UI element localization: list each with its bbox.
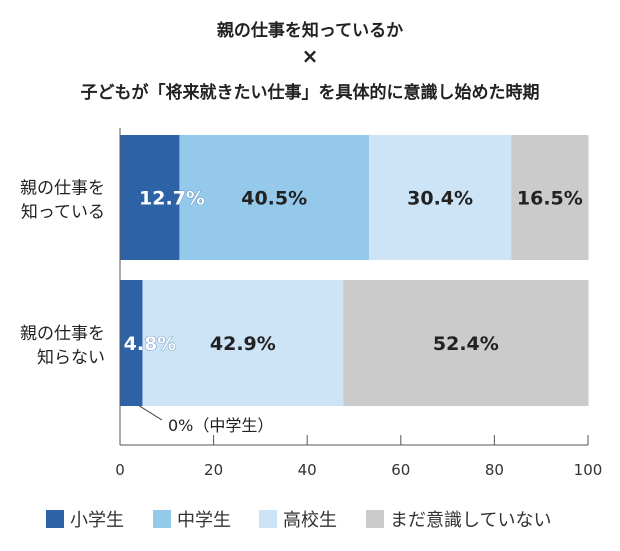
- bar-segment: [343, 280, 589, 406]
- annotation-leader: [139, 405, 163, 421]
- chart-title-line-1: 親の仕事を知っているか: [216, 21, 404, 41]
- legend-swatch: [46, 510, 64, 528]
- data-label: 12.7%: [139, 188, 205, 210]
- legend-label: 小学生: [70, 510, 124, 531]
- bar-segment: [120, 135, 180, 260]
- legend-label: 中学生: [177, 510, 231, 531]
- category-label: 親の仕事を: [20, 324, 105, 344]
- legend-label: まだ意識していない: [390, 510, 552, 531]
- x-tick-label: 0: [115, 461, 125, 479]
- chart-title-cross: ×: [301, 44, 319, 68]
- bar-segment: [142, 280, 344, 406]
- legend-item: 小学生: [46, 506, 124, 532]
- x-tick-label: 60: [391, 461, 410, 479]
- bar-segment: [368, 135, 512, 260]
- x-tick-label: 100: [574, 461, 603, 479]
- legend-label: 高校生: [283, 510, 337, 531]
- x-tick-label: 20: [204, 461, 223, 479]
- category-label: 親の仕事を: [20, 179, 105, 199]
- legend-item: 中学生: [153, 506, 231, 532]
- data-label: 16.5%: [517, 188, 583, 210]
- x-tick-label: 80: [485, 461, 504, 479]
- legend-item: まだ意識していない: [366, 506, 551, 532]
- bar-segment: [179, 135, 369, 260]
- category-label: 知っている: [21, 203, 105, 223]
- legend-swatch: [259, 510, 277, 528]
- data-label: 4.8%: [124, 333, 177, 355]
- annotation-label: 0%（中学生）: [168, 416, 273, 435]
- data-label: 30.4%: [407, 188, 473, 210]
- legend-item: 高校生: [259, 506, 337, 532]
- x-tick-label: 40: [298, 461, 317, 479]
- category-label: 知らない: [37, 348, 105, 368]
- legend-swatch: [153, 510, 171, 528]
- bar-segment: [120, 280, 143, 406]
- data-label: 52.4%: [433, 333, 499, 355]
- chart-title-line-2: 子どもが「将来就きたい仕事」を具体的に意識し始めた時期: [80, 83, 540, 103]
- bar-segment: [511, 135, 589, 260]
- legend-swatch: [366, 510, 384, 528]
- data-label: 40.5%: [241, 188, 307, 210]
- data-label: 42.9%: [210, 333, 276, 355]
